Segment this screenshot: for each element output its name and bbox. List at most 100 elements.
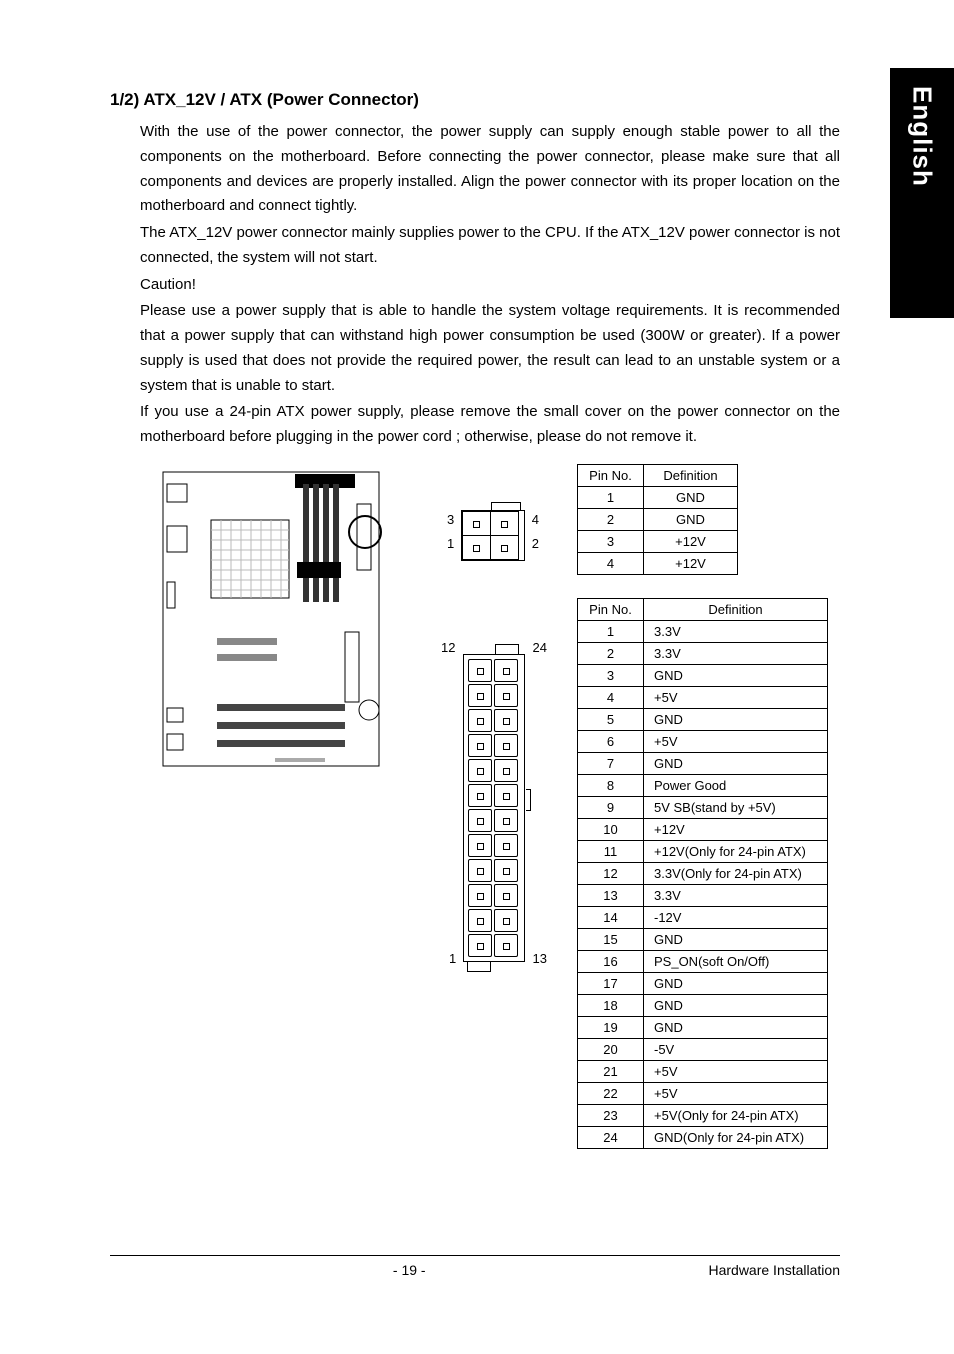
pin-def: +12V(Only for 24-pin ATX) <box>644 841 828 863</box>
atx24-pin-table: Pin No.Definition 13.3V23.3V3GND4+5V5GND… <box>577 598 828 1149</box>
table-row: 133.3V <box>578 885 828 907</box>
table-row: 20-5V <box>578 1039 828 1061</box>
pin-no: 23 <box>578 1105 644 1127</box>
pin-no: 15 <box>578 929 644 951</box>
table-row: 17GND <box>578 973 828 995</box>
table-row: 22+5V <box>578 1083 828 1105</box>
pin-label: 2 <box>532 536 539 551</box>
pin-def: 3.3V <box>644 643 828 665</box>
pin-def: GND <box>644 487 738 509</box>
pin-no: 18 <box>578 995 644 1017</box>
table-row: 19GND <box>578 1017 828 1039</box>
pin-no: 21 <box>578 1061 644 1083</box>
table-row: 13.3V <box>578 621 828 643</box>
pin-def: +12V <box>644 531 738 553</box>
language-tab: English <box>890 68 954 318</box>
table-row: 14-12V <box>578 907 828 929</box>
pin-no: 17 <box>578 973 644 995</box>
pin-def: 3.3V <box>644 885 828 907</box>
pin-no: 4 <box>578 553 644 575</box>
pin-def: +5V <box>644 1061 828 1083</box>
table-header: Pin No. <box>578 465 644 487</box>
pin-no: 2 <box>578 643 644 665</box>
pin-def: -5V <box>644 1039 828 1061</box>
pin-def: 3.3V(Only for 24-pin ATX) <box>644 863 828 885</box>
table-row: 6+5V <box>578 731 828 753</box>
table-row: 3+12V <box>578 531 738 553</box>
paragraph: Caution! <box>140 273 840 298</box>
pin-no: 24 <box>578 1127 644 1149</box>
table-row: 15GND <box>578 929 828 951</box>
pin-label: 3 <box>447 512 454 527</box>
pin-def: +5V <box>644 731 828 753</box>
table-row: 8Power Good <box>578 775 828 797</box>
table-row: 10+12V <box>578 819 828 841</box>
table-row: 7GND <box>578 753 828 775</box>
table-row: 23.3V <box>578 643 828 665</box>
table-header: Definition <box>644 465 738 487</box>
table-row: 4+5V <box>578 687 828 709</box>
pin-no: 19 <box>578 1017 644 1039</box>
table-row: 3GND <box>578 665 828 687</box>
section-name: Hardware Installation <box>708 1262 840 1278</box>
pin-def: -12V <box>644 907 828 929</box>
paragraph: If you use a 24-pin ATX power supply, pl… <box>140 400 840 450</box>
table-row: 123.3V(Only for 24-pin ATX) <box>578 863 828 885</box>
pin-label: 12 <box>441 640 455 655</box>
pin-no: 5 <box>578 709 644 731</box>
pin-no: 1 <box>578 621 644 643</box>
pin-def: GND <box>644 929 828 951</box>
pin-def: GND <box>644 709 828 731</box>
pin-no: 2 <box>578 509 644 531</box>
content-block: 1/2) ATX_12V / ATX (Power Connector) Wit… <box>110 90 840 452</box>
pin-def: GND <box>644 995 828 1017</box>
atx24-connector-diagram: 12 24 1 13 <box>463 644 525 972</box>
table-row: 5GND <box>578 709 828 731</box>
pin-label: 24 <box>533 640 547 655</box>
table-row: 11+12V(Only for 24-pin ATX) <box>578 841 828 863</box>
pin-no: 4 <box>578 687 644 709</box>
pin-def: +12V <box>644 553 738 575</box>
table-row: 18GND <box>578 995 828 1017</box>
table-header: Definition <box>644 599 828 621</box>
table-row: 24GND(Only for 24-pin ATX) <box>578 1127 828 1149</box>
pin-no: 14 <box>578 907 644 929</box>
table-row: 21+5V <box>578 1061 828 1083</box>
pin-def: PS_ON(soft On/Off) <box>644 951 828 973</box>
pin-def: GND <box>644 753 828 775</box>
pin-def: GND <box>644 1017 828 1039</box>
motherboard-diagram <box>155 464 387 774</box>
pin-no: 12 <box>578 863 644 885</box>
table-header: Pin No. <box>578 599 644 621</box>
pin-def: 5V SB(stand by +5V) <box>644 797 828 819</box>
paragraph: The ATX_12V power connector mainly suppl… <box>140 221 840 271</box>
pin-no: 3 <box>578 531 644 553</box>
section-heading: 1/2) ATX_12V / ATX (Power Connector) <box>110 90 840 110</box>
pin-no: 22 <box>578 1083 644 1105</box>
pin-def: GND <box>644 973 828 995</box>
pin-def: Power Good <box>644 775 828 797</box>
atx12v-connector-diagram: 3 4 1 2 <box>461 502 525 561</box>
pin-def: +5V(Only for 24-pin ATX) <box>644 1105 828 1127</box>
pin-def: GND <box>644 509 738 531</box>
pin-no: 10 <box>578 819 644 841</box>
table-row: 95V SB(stand by +5V) <box>578 797 828 819</box>
page: English 1/2) ATX_12V / ATX (Power Connec… <box>0 0 954 1354</box>
table-row: 16PS_ON(soft On/Off) <box>578 951 828 973</box>
pin-no: 7 <box>578 753 644 775</box>
pin-no: 11 <box>578 841 644 863</box>
table-row: 23+5V(Only for 24-pin ATX) <box>578 1105 828 1127</box>
pin-def: +5V <box>644 687 828 709</box>
paragraph: With the use of the power connector, the… <box>140 120 840 219</box>
pin-def: 3.3V <box>644 621 828 643</box>
pin-def: +5V <box>644 1083 828 1105</box>
pin-no: 13 <box>578 885 644 907</box>
pin-label: 1 <box>447 536 454 551</box>
page-footer: - 19 - Hardware Installation <box>110 1255 840 1278</box>
language-label: English <box>907 86 938 187</box>
pin-label: 1 <box>449 951 456 966</box>
body-text: With the use of the power connector, the… <box>140 120 840 450</box>
table-row: 4+12V <box>578 553 738 575</box>
pin-def: GND(Only for 24-pin ATX) <box>644 1127 828 1149</box>
pin-no: 16 <box>578 951 644 973</box>
